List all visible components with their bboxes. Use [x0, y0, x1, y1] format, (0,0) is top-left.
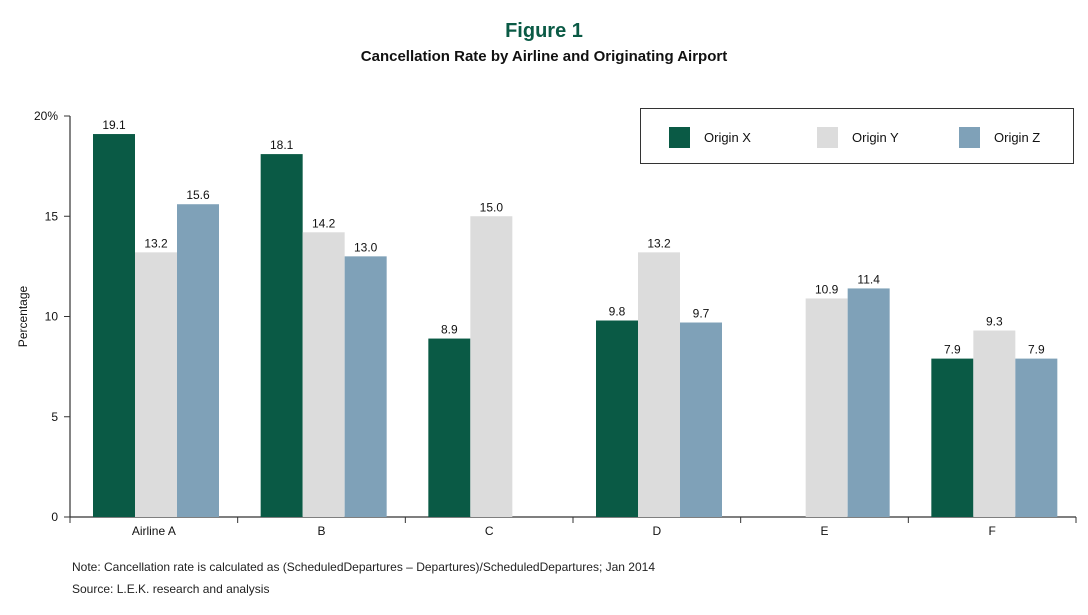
x-tick-label: C	[485, 524, 494, 538]
bar	[1015, 358, 1058, 517]
figure-label: Figure 1	[505, 20, 583, 42]
bar	[302, 232, 345, 518]
legend-item-origin-y: Origin Y	[817, 127, 899, 148]
x-tick-label: Airline A	[132, 524, 176, 538]
legend-swatch-origin-z	[959, 127, 980, 148]
chart-title: Cancellation Rate by Airline and Origina…	[360, 48, 728, 65]
data-label: 15.6	[186, 188, 210, 202]
data-label: 9.7	[693, 307, 710, 321]
bar	[428, 338, 471, 517]
legend-label-origin-z: Origin Z	[994, 130, 1041, 145]
y-tick-label: 10	[45, 310, 59, 324]
legend-label-origin-x: Origin X	[704, 130, 751, 145]
data-label: 18.1	[270, 138, 294, 152]
x-tick-label: E	[820, 524, 828, 538]
bar	[973, 330, 1016, 517]
data-label: 13.0	[354, 240, 378, 254]
chart-legend: Origin X Origin Y Origin Z	[640, 108, 1074, 164]
bar	[638, 252, 680, 517]
x-tick-label: F	[988, 524, 995, 538]
bar	[135, 252, 177, 517]
bar	[260, 154, 303, 517]
data-label: 14.2	[312, 216, 336, 230]
data-label: 13.2	[647, 236, 671, 250]
data-label: 13.2	[144, 236, 168, 250]
data-label: 9.3	[986, 315, 1003, 329]
data-label: 19.1	[102, 118, 126, 132]
data-label: 11.4	[857, 272, 880, 286]
bar	[931, 358, 974, 517]
y-axis-title: Percentage	[16, 285, 30, 347]
y-tick-label: 15	[45, 209, 59, 223]
bar	[344, 256, 387, 517]
data-label: 7.9	[1028, 343, 1045, 357]
data-label: 15.0	[480, 200, 504, 214]
x-tick-label: B	[317, 524, 325, 538]
bar	[470, 216, 513, 517]
legend-swatch-origin-y	[817, 127, 838, 148]
y-tick-label: 5	[51, 410, 58, 424]
bar	[680, 322, 722, 517]
bar	[596, 320, 638, 517]
y-tick-label: 20%	[34, 109, 58, 123]
bar	[177, 204, 219, 517]
bar	[805, 298, 848, 517]
bar	[847, 288, 890, 517]
chart-source: Source: L.E.K. research and analysis	[72, 582, 270, 596]
data-label: 8.9	[441, 323, 458, 337]
legend-item-origin-x: Origin X	[669, 127, 751, 148]
legend-swatch-origin-x	[669, 127, 690, 148]
legend-item-origin-z: Origin Z	[959, 127, 1040, 148]
legend-label-origin-y: Origin Y	[852, 130, 899, 145]
y-tick-label: 0	[51, 510, 58, 524]
data-label: 10.9	[815, 282, 839, 296]
chart-note: Note: Cancellation rate is calculated as…	[72, 560, 656, 574]
data-label: 7.9	[944, 343, 961, 357]
x-tick-label: D	[652, 524, 661, 538]
data-label: 9.8	[609, 305, 626, 319]
bar	[93, 134, 135, 518]
